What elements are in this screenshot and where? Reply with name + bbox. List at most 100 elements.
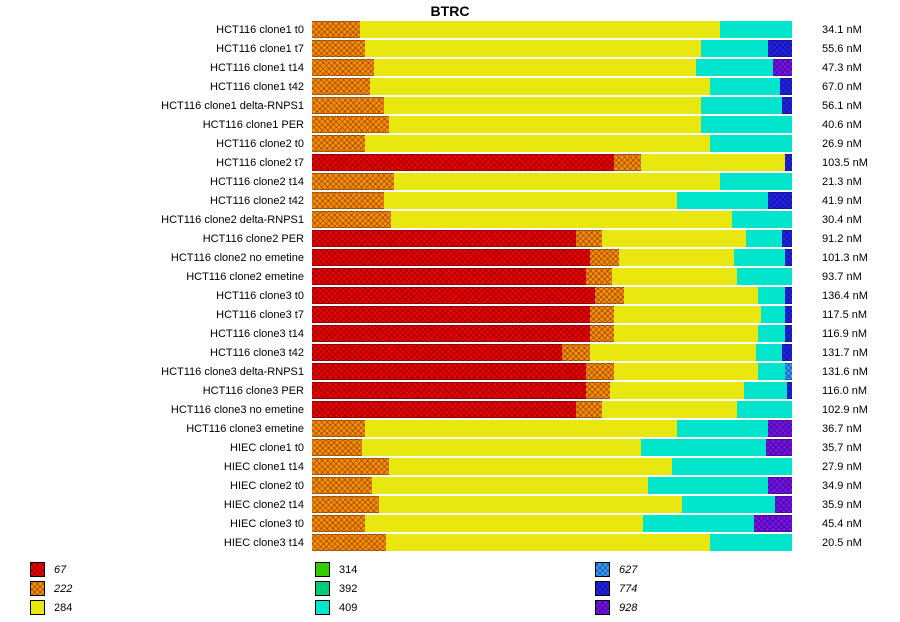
stacked-bar	[312, 249, 792, 266]
legend-swatch-67	[30, 562, 45, 577]
bar-segment-409	[736, 401, 792, 418]
legend-label: 392	[339, 582, 358, 595]
stacked-bar	[312, 40, 792, 57]
legend-swatch-392	[315, 581, 330, 596]
bar-segment-222	[312, 78, 370, 95]
legend-item-222: 222	[30, 579, 315, 598]
row-value: 117.5 nM	[822, 308, 868, 321]
bar-segment-222	[312, 116, 389, 133]
bar-segment-409	[695, 59, 773, 76]
row-value: 131.7 nM	[822, 346, 868, 359]
legend-item-774: 774	[595, 579, 900, 598]
bar-segment-284	[590, 344, 756, 361]
bar-segment-222	[585, 363, 615, 380]
row-value: 47.3 nM	[822, 61, 862, 74]
bar-segment-67	[312, 249, 591, 266]
bar-segment-284	[609, 382, 744, 399]
chart-row: HCT116 clone3 emetine 36.7 nM	[0, 419, 900, 438]
chart-row: HCT116 clone2 delta-RNPS1 30.4 nM	[0, 210, 900, 229]
legend-item-67: 67	[30, 560, 315, 579]
stacked-bar	[312, 154, 792, 171]
bar-segment-222	[312, 458, 389, 475]
bar-segment-409	[643, 515, 754, 532]
row-label: HCT116 clone2 emetine	[186, 270, 304, 283]
row-value: 30.4 nM	[822, 213, 862, 226]
chart-row: HCT116 clone3 t0 136.4 nM	[0, 286, 900, 305]
stacked-bar	[312, 287, 792, 304]
legend-label: 928	[619, 601, 638, 614]
stacked-bar	[312, 458, 792, 475]
stacked-bar	[312, 534, 792, 551]
legend-label: 222	[54, 582, 73, 595]
bar-segment-409	[676, 420, 768, 437]
row-label: HCT116 clone2 delta-RNPS1	[161, 213, 304, 226]
legend-label: 284	[54, 601, 73, 614]
bar-segment-409	[734, 249, 785, 266]
row-value: 93.7 nM	[822, 270, 862, 283]
bar-segment-409	[671, 458, 792, 475]
bar-segment-67	[312, 268, 586, 285]
chart-row: HCT116 clone3 t7 117.5 nM	[0, 305, 900, 324]
bar-segment-409	[755, 344, 783, 361]
row-value: 40.6 nM	[822, 118, 862, 131]
bar-segment-774	[782, 230, 792, 247]
row-value: 45.4 nM	[822, 517, 862, 530]
bar-segment-774	[767, 192, 792, 209]
stacked-bar	[312, 97, 792, 114]
bar-segment-409	[648, 477, 768, 494]
stacked-bar	[312, 78, 792, 95]
bar-segment-774	[784, 249, 792, 266]
bar-segment-67	[312, 382, 586, 399]
legend-label: 314	[339, 563, 358, 576]
bar-segment-222	[312, 534, 387, 551]
stacked-bar	[312, 382, 792, 399]
bar-segment-409	[710, 78, 780, 95]
stacked-bar	[312, 325, 792, 342]
bar-segment-284	[369, 78, 711, 95]
bar-segment-284	[602, 230, 747, 247]
bar-segment-284	[364, 515, 644, 532]
bar-segment-409	[731, 211, 792, 228]
legend-swatch-928	[595, 600, 610, 615]
legend-swatch-284	[30, 600, 45, 615]
bar-segment-67	[312, 287, 596, 304]
bar-segment-284	[379, 496, 682, 513]
bar-segment-409	[710, 534, 792, 551]
stacked-bar	[312, 306, 792, 323]
row-label: HCT116 clone3 PER	[202, 384, 304, 397]
bar-segment-67	[312, 363, 586, 380]
bar-segment-284	[386, 534, 711, 551]
chart-row: HIEC clone2 t0 34.9 nM	[0, 476, 900, 495]
row-label: HCT116 clone1 delta-RNPS1	[161, 99, 304, 112]
bar-segment-284	[364, 420, 677, 437]
row-value: 103.5 nM	[822, 156, 868, 169]
bar-segment-409	[700, 116, 792, 133]
legend-swatch-222	[30, 581, 45, 596]
bar-segment-928	[765, 439, 792, 456]
chart-row: HIEC clone3 t14 20.5 nM	[0, 533, 900, 552]
bar-segment-284	[384, 97, 701, 114]
row-value: 35.9 nM	[822, 498, 862, 511]
stacked-bar	[312, 192, 792, 209]
row-label: HCT116 clone2 no emetine	[170, 251, 304, 264]
stacked-bar	[312, 363, 792, 380]
bar-segment-774	[784, 325, 792, 342]
bar-segment-627	[784, 363, 792, 380]
row-value: 56.1 nM	[822, 99, 862, 112]
bar-segment-409	[681, 496, 776, 513]
stacked-bar	[312, 496, 792, 513]
stacked-bar	[312, 135, 792, 152]
row-label: HCT116 clone3 t7	[216, 308, 304, 321]
stacked-bar	[312, 116, 792, 133]
legend-item-284: 284	[30, 598, 315, 617]
bar-segment-774	[784, 306, 792, 323]
stacked-bar	[312, 477, 792, 494]
bar-segment-409	[736, 268, 792, 285]
row-label: HCT116 clone3 emetine	[186, 422, 304, 435]
bar-segment-774	[779, 78, 792, 95]
bar-segment-284	[640, 154, 785, 171]
row-value: 91.2 nM	[822, 232, 862, 245]
row-value: 131.6 nM	[822, 365, 868, 378]
row-value: 35.7 nM	[822, 441, 862, 454]
bar-segment-409	[758, 287, 785, 304]
